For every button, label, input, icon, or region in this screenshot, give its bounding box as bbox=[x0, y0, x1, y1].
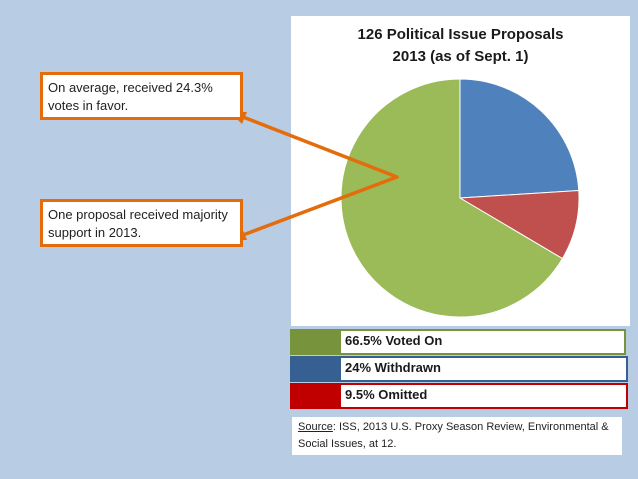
legend-swatch-voted-on bbox=[290, 329, 339, 355]
legend-label-withdrawn: 24% Withdrawn bbox=[339, 356, 628, 382]
source-note: Source: ISS, 2013 U.S. Proxy Season Revi… bbox=[292, 417, 622, 455]
pie-slice-voted-on bbox=[340, 78, 564, 318]
source-label: Source bbox=[298, 421, 333, 433]
legend-swatch-omitted bbox=[290, 383, 339, 409]
legend-label-omitted: 9.5% Omitted bbox=[339, 383, 628, 409]
legend-swatch-withdrawn bbox=[290, 356, 339, 382]
legend-label-voted-on: 66.5% Voted On bbox=[339, 329, 626, 355]
callout-average-votes-text: On average, received 24.3% votes in favo… bbox=[48, 80, 213, 113]
callout-majority-support: One proposal received majority support i… bbox=[40, 199, 243, 247]
callout-average-votes: On average, received 24.3% votes in favo… bbox=[40, 72, 243, 120]
chart-title-line-1: 126 Political Issue Proposals bbox=[357, 26, 564, 43]
chart-title: 126 Political Issue Proposals 2013 (as o… bbox=[291, 24, 630, 68]
chart-subtitle: 2013 (as of Sept. 1) bbox=[392, 48, 529, 65]
source-text: : ISS, 2013 U.S. Proxy Season Review, En… bbox=[298, 421, 609, 450]
pie-slices bbox=[340, 78, 580, 318]
pie-slice-withdrawn bbox=[459, 78, 580, 199]
arrow-lines bbox=[242, 115, 399, 237]
callout-majority-support-text: One proposal received majority support i… bbox=[48, 207, 228, 240]
